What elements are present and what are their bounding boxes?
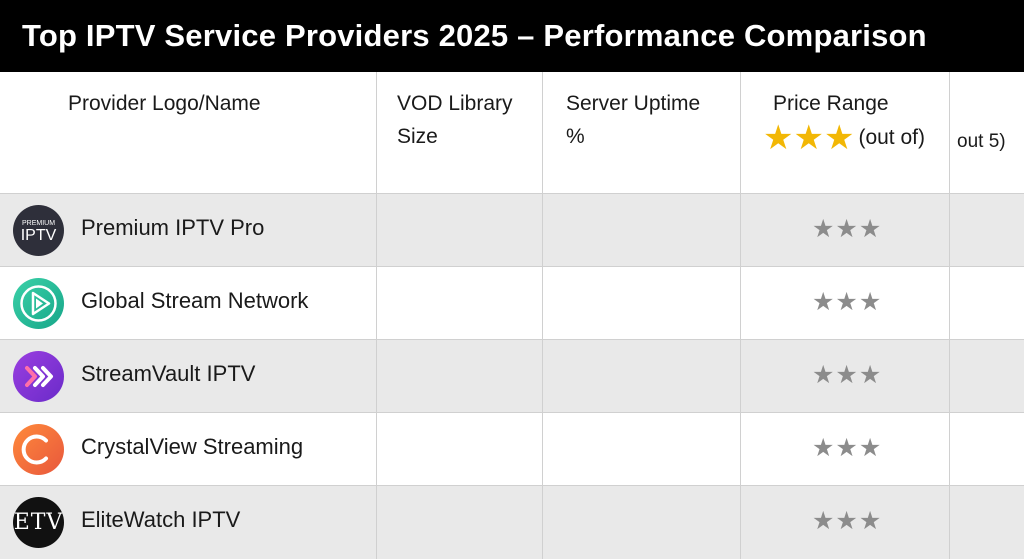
grey-stars-icon: ★★★ [812, 507, 883, 535]
provider-cell: StreamVault IPTV [0, 340, 377, 412]
provider-name: CrystalView Streaming [81, 434, 304, 459]
header-cell-provider: Provider Logo/Name [0, 72, 377, 193]
table-row: CrystalView Streaming ★★★ [0, 412, 1024, 485]
title-bar: Top IPTV Service Providers 2025 – Perfor… [0, 0, 1024, 72]
price-cell: ★★★ [741, 194, 950, 266]
header-cell-vod: VOD Library Size [377, 72, 543, 193]
uptime-cell [543, 267, 741, 339]
uptime-cell [543, 194, 741, 266]
vod-cell [377, 340, 543, 412]
extra-cell [950, 194, 1024, 266]
provider-name: StreamVault IPTV [81, 361, 256, 386]
page-title: Top IPTV Service Providers 2025 – Perfor… [22, 18, 927, 53]
grey-stars-icon: ★★★ [812, 434, 883, 462]
etv-logo-icon: ETV [13, 497, 64, 548]
gold-stars-icon: ★★★ [763, 119, 855, 157]
price-cell: ★★★ [741, 413, 950, 485]
provider-cell: Global Stream Network [0, 267, 377, 339]
vod-cell [377, 267, 543, 339]
header-extra-label: out 5) [957, 131, 1006, 152]
header-price-note: (out of) [858, 126, 925, 149]
header-price-sub: ★★★ (out of) [763, 120, 925, 156]
header-provider-label: Provider Logo/Name [68, 92, 261, 115]
iptv-logo-icon: PREMIUM IPTV [13, 205, 64, 256]
header-cell-price: Price Range ★★★ (out of) [741, 72, 950, 193]
c-ring-logo-icon [13, 424, 64, 475]
table-row: StreamVault IPTV ★★★ [0, 339, 1024, 412]
extra-cell [950, 486, 1024, 559]
vod-cell [377, 194, 543, 266]
grey-stars-icon: ★★★ [812, 361, 883, 389]
provider-cell: CrystalView Streaming [0, 413, 377, 485]
provider-cell: PREMIUM IPTV Premium IPTV Pro [0, 194, 377, 266]
provider-cell: ETV EliteWatch IPTV [0, 486, 377, 559]
table-row: ETV EliteWatch IPTV ★★★ [0, 485, 1024, 559]
table-row: Global Stream Network ★★★ [0, 266, 1024, 339]
extra-cell [950, 413, 1024, 485]
logo-text: IPTV [20, 226, 57, 244]
provider-name: Premium IPTV Pro [81, 215, 265, 240]
header-uptime-line2: % [566, 125, 585, 148]
header-uptime-line1: Server Uptime [566, 92, 701, 115]
price-cell: ★★★ [741, 486, 950, 559]
grey-stars-icon: ★★★ [812, 288, 883, 316]
header-vod-line1: VOD Library [397, 92, 513, 115]
header-cell-uptime: Server Uptime % [543, 72, 741, 193]
table-row: PREMIUM IPTV Premium IPTV Pro ★★★ [0, 193, 1024, 266]
header-cell-extra: out 5) [950, 72, 1024, 193]
vod-cell [377, 486, 543, 559]
provider-name: EliteWatch IPTV [81, 507, 241, 532]
double-chevron-logo-icon [13, 351, 64, 402]
header-vod-line2: Size [397, 125, 438, 148]
uptime-cell [543, 413, 741, 485]
extra-cell [950, 340, 1024, 412]
uptime-cell [543, 340, 741, 412]
header-uptime-label: Server Uptime % [566, 87, 700, 153]
header-vod-label: VOD Library Size [397, 87, 513, 153]
provider-name: Global Stream Network [81, 288, 309, 313]
price-cell: ★★★ [741, 267, 950, 339]
extra-cell [950, 267, 1024, 339]
grey-stars-icon: ★★★ [812, 215, 883, 243]
play-triangle-logo-icon [13, 278, 64, 329]
comparison-table: Provider Logo/Name VOD Library Size Serv… [0, 72, 1024, 559]
header-price-label: Price Range [773, 92, 889, 115]
uptime-cell [543, 486, 741, 559]
table-header-row: Provider Logo/Name VOD Library Size Serv… [0, 72, 1024, 193]
logo-small-text: PREMIUM [21, 219, 56, 227]
vod-cell [377, 413, 543, 485]
price-cell: ★★★ [741, 340, 950, 412]
